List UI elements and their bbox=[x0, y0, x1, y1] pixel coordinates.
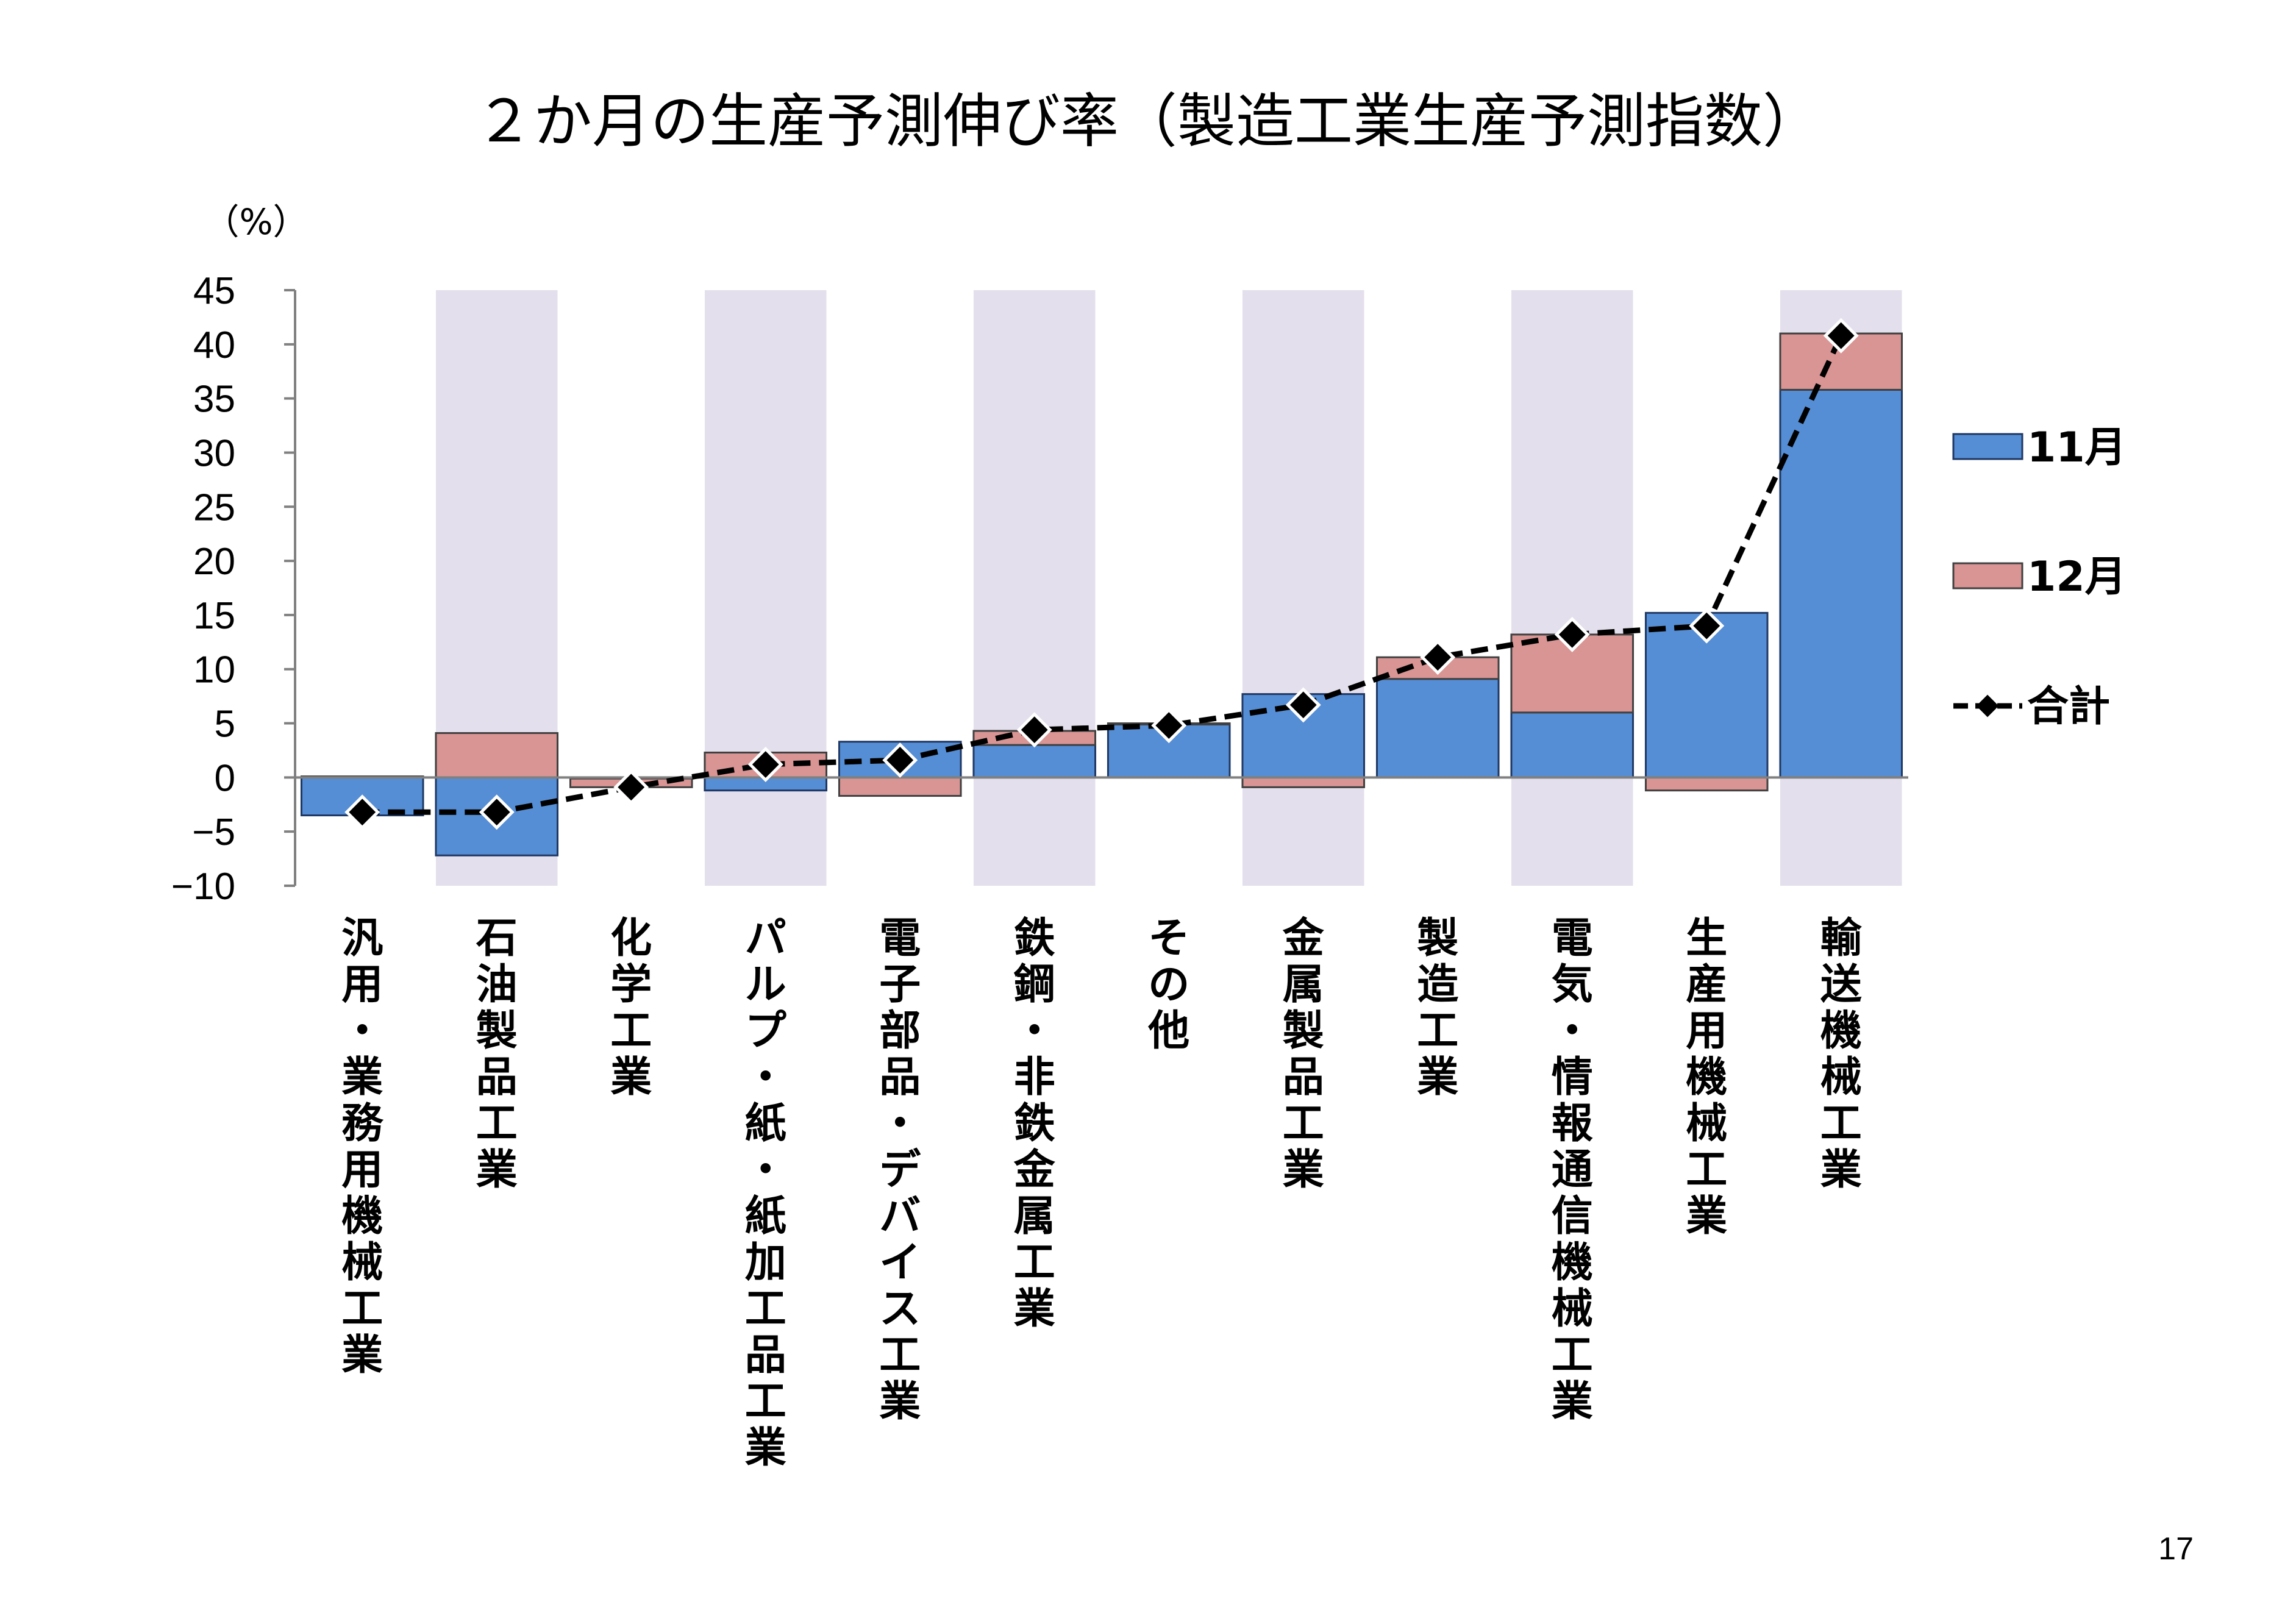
y-tick-label: 20 bbox=[193, 541, 235, 583]
axes: 45 40 35 30 25 20 15 10 5 0 −5 −10 bbox=[171, 270, 1908, 908]
total-marker-7 bbox=[1151, 708, 1187, 744]
y-tick-label: 10 bbox=[193, 649, 235, 691]
y-tick-label: 5 bbox=[215, 703, 235, 746]
y-axis-unit: （%） bbox=[204, 201, 308, 243]
y-tick-label: 35 bbox=[193, 379, 235, 421]
shaded-band-6 bbox=[973, 290, 1096, 886]
total-marker-10 bbox=[1554, 616, 1590, 652]
y-tick-label: 0 bbox=[215, 757, 235, 799]
total-marker-12 bbox=[1823, 318, 1859, 354]
total-marker-11 bbox=[1689, 608, 1725, 644]
bar-nov-9 bbox=[1375, 678, 1500, 778]
y-tick-label: 25 bbox=[193, 486, 235, 529]
y-tick-label: −5 bbox=[192, 811, 235, 853]
category-label-1: 汎用・業務用機械工業 bbox=[341, 914, 383, 1380]
bar-dec-8 bbox=[1241, 776, 1366, 788]
y-tick-label: 45 bbox=[193, 270, 235, 312]
shaded-band-4 bbox=[704, 290, 827, 886]
total-marker-9 bbox=[1420, 639, 1456, 675]
legend-marker-total bbox=[1976, 694, 1999, 717]
page-number: 17 bbox=[2158, 1531, 2194, 1567]
bar-nov-6 bbox=[972, 744, 1097, 778]
legend-label-dec: 12月 bbox=[2027, 553, 2127, 601]
shaded-band-8 bbox=[1242, 290, 1364, 886]
category-label-3: 化学工業 bbox=[610, 914, 652, 1102]
category-labels: 汎用・業務用機械工業 石油製品工業 化学工業 パルプ・紙・紙加工品工業 電子部品・デバイ… bbox=[341, 914, 1863, 1472]
total-line-path bbox=[362, 334, 1844, 815]
category-label-8: 金属製品工業 bbox=[1282, 914, 1325, 1194]
category-label-4: パルプ・紙・紙加工品工業 bbox=[745, 914, 786, 1472]
total-marker-8 bbox=[1285, 687, 1321, 723]
category-label-10: 電気・情報通信機械工業 bbox=[1552, 914, 1593, 1426]
shaded-band-10 bbox=[1511, 290, 1633, 886]
category-label-11: 生産用機械工業 bbox=[1686, 914, 1727, 1241]
y-tick-label: −10 bbox=[171, 866, 235, 908]
legend-label-nov: 11月 bbox=[2027, 424, 2127, 472]
total-marker-6 bbox=[1016, 712, 1052, 748]
legend-swatch-nov bbox=[1952, 433, 2023, 460]
bar-dec-2 bbox=[435, 732, 559, 778]
y-tick-label: 30 bbox=[193, 432, 235, 474]
total-marker-5 bbox=[882, 742, 918, 778]
bar-dec-5 bbox=[838, 776, 962, 797]
bar-dec-11 bbox=[1644, 776, 1769, 792]
category-label-2: 石油製品工業 bbox=[476, 914, 518, 1194]
category-label-9: 製造工業 bbox=[1417, 914, 1458, 1102]
category-label-6: 鉄鋼・非鉄金属工業 bbox=[1013, 914, 1056, 1333]
total-marker-3 bbox=[613, 769, 649, 805]
total-marker-2 bbox=[479, 794, 515, 830]
legend: 11月 12月 合計 bbox=[1952, 424, 2127, 731]
legend-label-total: 合計 bbox=[2027, 683, 2110, 731]
y-tick-label: 40 bbox=[193, 324, 235, 366]
shaded-bands bbox=[435, 290, 1902, 886]
bar-nov-12 bbox=[1779, 388, 1903, 778]
category-label-5: 電子部品・デバイス工業 bbox=[879, 914, 921, 1426]
legend-swatch-dec bbox=[1952, 562, 2023, 589]
total-marker-1 bbox=[344, 794, 380, 830]
category-label-12: 輸送機械工業 bbox=[1820, 914, 1863, 1194]
total-line bbox=[344, 318, 1859, 830]
y-tick-label: 15 bbox=[193, 595, 235, 637]
chart-title: ２か月の生産予測伸び率（製造工業生産予測指数） bbox=[475, 87, 1821, 155]
bar-nov-10 bbox=[1510, 711, 1635, 778]
total-marker-4 bbox=[747, 747, 783, 783]
category-label-7: その他 bbox=[1147, 914, 1189, 1055]
